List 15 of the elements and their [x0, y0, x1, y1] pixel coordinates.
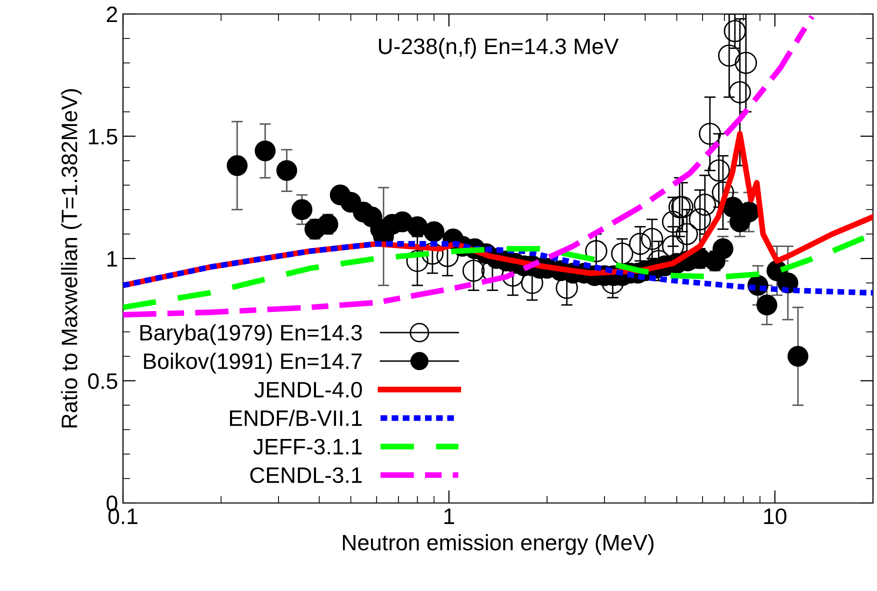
- legend-label: Baryba(1979) En=14.3: [140, 324, 362, 345]
- text: U-238(n,f) En=14.3 MeV: [378, 38, 619, 59]
- y-axis-title: Ratio to Maxwellian (T=1.382MeV): [60, 89, 82, 428]
- legend-label: JENDL-4.0: [254, 382, 362, 398]
- legend-label: JEFF-3.1.1: [253, 438, 362, 455]
- y-tick-label: 2: [106, 6, 118, 22]
- x-tick-label: 1: [444, 508, 454, 524]
- x-axis-title: Neutron emission energy (MeV): [342, 534, 654, 555]
- legend-label: ENDF/B-VII.1: [230, 410, 362, 426]
- y-tick-label: 0.5: [88, 373, 118, 390]
- legend-label: CENDL-3.1: [250, 467, 362, 484]
- legend-label: Boikov(1991) En=14.7: [144, 352, 362, 374]
- x-tick-label: 10: [764, 508, 786, 524]
- y-tick-label: 1: [107, 251, 118, 267]
- y-tick-label: 1.5: [88, 129, 118, 145]
